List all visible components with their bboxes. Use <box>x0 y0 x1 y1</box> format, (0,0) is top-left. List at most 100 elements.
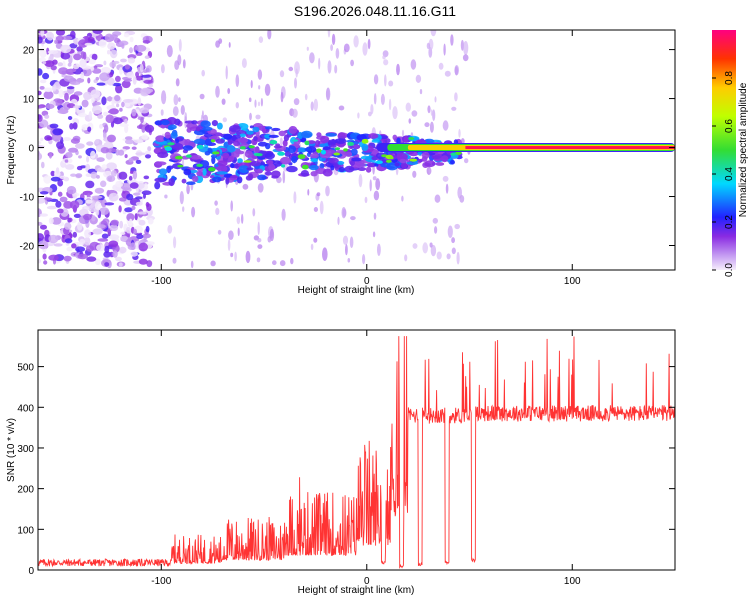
spectrogram-band <box>161 119 170 126</box>
spectrogram-band <box>192 175 199 182</box>
spectrogram-blob <box>40 30 45 37</box>
spectrogram-marks <box>38 30 675 269</box>
spectrogram-blob <box>83 213 92 221</box>
spectrogram-faint <box>357 112 360 119</box>
spectrogram-blob <box>90 171 98 179</box>
spectrogram-faint <box>172 106 179 117</box>
spectrogram-blob <box>70 173 77 177</box>
spectrogram-blob <box>58 89 64 98</box>
spectrogram-blob <box>43 260 48 265</box>
spectrogram-blob <box>120 231 126 235</box>
spectrogram-blob <box>70 138 80 144</box>
spectrogram-hotspot <box>450 152 457 156</box>
spectrogram-faint <box>173 236 177 249</box>
spectrogram-hotspot <box>333 152 341 156</box>
spectrogram-blob <box>72 231 78 238</box>
spectrogram-blob <box>135 152 146 156</box>
spectrogram-blob <box>53 243 63 247</box>
spectrogram-blob <box>38 119 49 128</box>
spectrogram-blob <box>141 126 146 133</box>
spectrogram-band <box>217 122 223 130</box>
spectrogram-faint <box>330 44 333 51</box>
spectrogram-blob <box>105 151 113 160</box>
spectrogram-blob <box>75 246 86 252</box>
spectrogram-hotspot <box>316 148 322 153</box>
spectrogram-blob <box>52 59 58 65</box>
spectrogram-band <box>334 138 347 145</box>
spectrogram-blob <box>55 35 64 42</box>
spectrogram-hotspot <box>255 153 263 157</box>
spectrogram-faint <box>450 34 454 46</box>
spectrogram-band <box>282 139 288 147</box>
spectrogram-band <box>244 150 253 158</box>
spectrogram-blob <box>110 49 118 59</box>
spectrogram-faint <box>230 200 233 212</box>
spectrogram-band <box>249 125 254 129</box>
spectrogram-faint <box>424 122 430 128</box>
spectrogram-band <box>246 130 254 135</box>
spectrogram-faint <box>295 68 298 78</box>
spectrogram-hotspot <box>196 144 204 150</box>
spectrogram-band <box>264 171 272 176</box>
spectrogram-band <box>170 132 178 139</box>
spectrogram-faint <box>388 98 392 111</box>
spectrogram-band <box>291 155 298 164</box>
spectrogram-faint <box>179 191 184 205</box>
spectrogram-faint <box>430 244 437 257</box>
spectrogram-faint <box>221 98 226 105</box>
spectrogram-band <box>333 162 339 169</box>
spectrogram-band <box>304 147 312 152</box>
spectrogram-faint <box>272 260 277 266</box>
spectrogram-faint <box>182 59 186 69</box>
spectrogram-band <box>215 138 225 144</box>
spectrogram-band <box>157 151 169 158</box>
spectrogram-blob <box>90 66 95 71</box>
spectrogram-hotspot <box>281 164 286 168</box>
spectrogram-band <box>344 165 355 173</box>
spectrogram-faint <box>430 30 437 37</box>
spectrogram-band <box>401 161 408 169</box>
spectrogram-band <box>246 167 254 171</box>
spectrogram-blob <box>133 139 144 144</box>
spectrogram-hotspot <box>302 164 309 170</box>
spectrogram-faint <box>343 43 350 53</box>
spectrogram-blob <box>143 183 148 190</box>
spectrogram-blob <box>106 175 116 182</box>
spectrogram-blob <box>87 77 91 84</box>
spectrogram-faint <box>288 66 294 72</box>
spectrogram-hotspot <box>243 160 252 163</box>
spectrogram-band <box>273 145 282 149</box>
spectrogram-faint <box>264 83 271 96</box>
spectrogram-blob <box>130 242 136 250</box>
spectrogram-faint <box>190 260 194 269</box>
spectrogram-faint <box>279 260 286 267</box>
spectrogram-hotspot <box>292 139 299 142</box>
spectrogram-blob <box>62 60 66 70</box>
spectrogram-band <box>174 138 180 144</box>
spectrogram-blob <box>44 60 55 67</box>
spectrogram-blob <box>96 157 105 163</box>
spectrogram-faint <box>377 243 381 256</box>
spectrogram-faint <box>436 251 442 260</box>
spectrogram-blob <box>135 44 147 52</box>
spectrogram-blob <box>126 71 135 79</box>
spectrogram-faint <box>338 105 345 111</box>
spectrogram-blob <box>65 164 75 170</box>
spectrogram-band <box>212 176 222 183</box>
spectrogram-blob <box>110 170 117 177</box>
spectrogram-blob <box>105 148 117 153</box>
spectrogram-blob <box>99 124 103 129</box>
spectrogram-blob <box>135 196 143 200</box>
spectrogram-band <box>154 177 167 183</box>
spectrogram-band <box>154 161 167 166</box>
spectrogram-faint <box>235 102 239 109</box>
spectrogram-faint <box>294 61 300 75</box>
spectrogram-blob <box>86 256 97 262</box>
spectrogram-faint <box>412 170 417 178</box>
spectrogram-faint <box>310 101 314 111</box>
spectrogram-faint <box>237 227 240 237</box>
snr-x-tick-label: 100 <box>564 576 581 587</box>
snr-panel: -100 0 100 0 100 200 300 400 500 Height of stra… <box>6 329 676 596</box>
spectrogram-faint <box>227 239 231 251</box>
spectrogram-blob <box>137 182 145 189</box>
